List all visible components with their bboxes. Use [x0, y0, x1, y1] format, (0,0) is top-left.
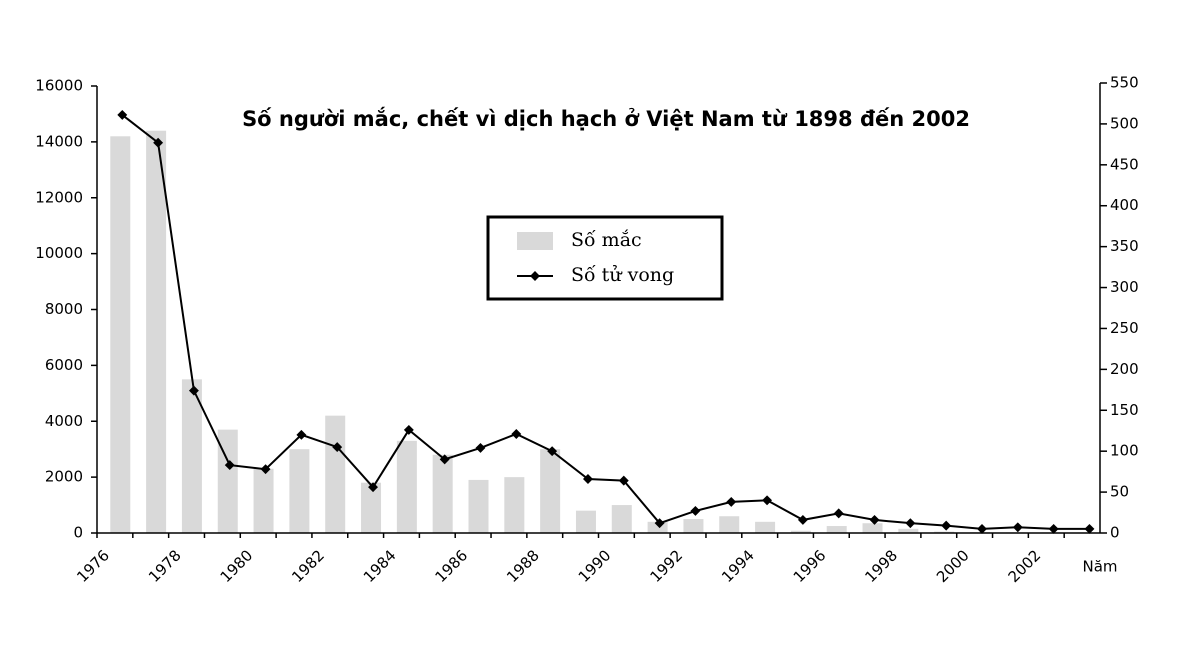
x-tick-label: 1986 [431, 546, 471, 586]
bar [647, 521, 668, 533]
y2-tick-label: 500 [1110, 114, 1139, 132]
x-tick-label: 1990 [575, 546, 615, 586]
marker [797, 514, 808, 525]
y-tick-label: 0 [73, 524, 83, 542]
marker [260, 464, 271, 475]
marker [1012, 522, 1023, 533]
y2-tick-label: 450 [1110, 155, 1139, 173]
bar [898, 528, 919, 533]
x-tick-label: 1984 [360, 546, 400, 586]
legend-label: Số tử vong [571, 264, 674, 286]
marker [332, 442, 343, 453]
x-tick-label: 1998 [861, 546, 901, 586]
bar [611, 505, 632, 533]
x-tick-label: 1980 [217, 546, 257, 586]
bar [504, 477, 525, 533]
marker [941, 520, 952, 531]
bar [575, 510, 596, 533]
y2-tick-label: 550 [1110, 74, 1139, 92]
bar [396, 440, 417, 533]
x-tick-label: 1988 [503, 546, 543, 586]
marker [654, 518, 665, 529]
bar [719, 516, 740, 533]
marker [618, 475, 629, 486]
marker [117, 109, 128, 120]
y-tick-label: 10000 [35, 244, 83, 262]
bar [110, 136, 131, 533]
marker [224, 460, 235, 471]
legend-box [486, 215, 724, 301]
bar [325, 415, 346, 533]
bar [217, 429, 238, 533]
legend-marker [530, 271, 540, 281]
y2-tick-label: 100 [1110, 442, 1139, 460]
y-tick-label: 12000 [35, 188, 83, 206]
bar [181, 379, 202, 533]
bar [361, 482, 382, 533]
bar [826, 526, 847, 533]
y-tick-label: 14000 [35, 132, 83, 150]
x-tick-label: 2000 [933, 546, 973, 586]
y2-tick-label: 0 [1110, 524, 1120, 542]
x-tick-label: 1994 [718, 546, 758, 586]
marker [1084, 523, 1095, 534]
marker [583, 474, 593, 484]
bar [683, 519, 704, 533]
bar [289, 449, 310, 533]
bar [862, 523, 883, 533]
marker [296, 429, 307, 440]
marker [511, 429, 522, 439]
marker [368, 482, 378, 493]
marker [833, 508, 844, 519]
bar [146, 130, 167, 533]
y-tick-label: 6000 [45, 356, 83, 374]
y2-tick-label: 400 [1110, 196, 1139, 214]
marker [188, 385, 199, 396]
chart-title: Số người mắc, chết vì dịch hạch ở Việt N… [242, 106, 970, 131]
x-tick-label: 2002 [1005, 546, 1045, 586]
marker [547, 446, 558, 457]
y2-tick-label: 50 [1110, 483, 1129, 501]
x-axis-label: Năm [1082, 558, 1117, 576]
bar [790, 530, 811, 533]
marker [726, 496, 737, 507]
line [121, 114, 1090, 530]
marker [762, 495, 773, 506]
marker [977, 523, 987, 534]
y-tick-label: 4000 [45, 412, 83, 430]
bar [540, 449, 561, 533]
x-tick-label: 1992 [646, 546, 686, 586]
bar [468, 479, 489, 533]
legend-swatch [517, 232, 553, 250]
marker [1048, 523, 1059, 534]
y2-tick-label: 200 [1110, 360, 1139, 378]
marker [403, 424, 414, 435]
x-tick-label: 1982 [288, 546, 328, 586]
marker [690, 505, 701, 516]
marker [153, 137, 164, 148]
marker [869, 514, 880, 525]
y-tick-label: 2000 [45, 468, 83, 486]
bar [432, 454, 453, 533]
x-tick-label: 1978 [145, 546, 185, 586]
marker [905, 518, 916, 529]
y-tick-label: 8000 [45, 300, 83, 318]
y2-tick-label: 150 [1110, 401, 1139, 419]
marker [475, 442, 486, 453]
y2-tick-label: 350 [1110, 237, 1139, 255]
x-tick-label: 1976 [73, 546, 113, 586]
y-tick-label: 16000 [35, 77, 83, 95]
x-tick-label: 1996 [790, 546, 830, 586]
bar [755, 521, 776, 533]
y2-tick-label: 250 [1110, 319, 1139, 337]
bar [253, 468, 274, 533]
y2-tick-label: 300 [1110, 278, 1139, 296]
legend-label: Số mắc [571, 229, 642, 251]
marker [439, 454, 450, 465]
